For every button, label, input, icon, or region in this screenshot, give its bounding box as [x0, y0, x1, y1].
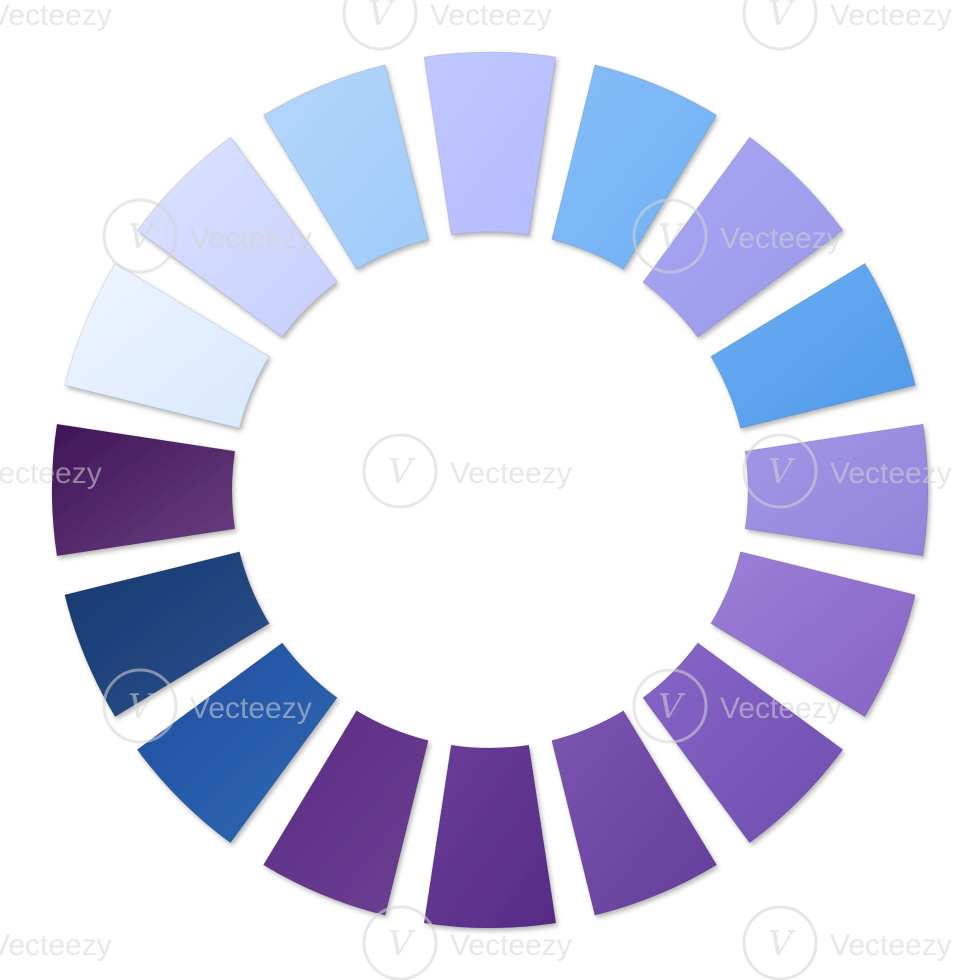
watermark-text: Vecteezy: [430, 0, 552, 32]
watermark-4: V Vecteezy: [102, 198, 312, 274]
color-segment-15: [136, 136, 338, 338]
watermark-2: V Vecteezy: [342, 0, 552, 51]
watermark-logo-icon: [102, 198, 178, 274]
color-segment-13: [51, 423, 236, 557]
watermark-8: V Vecteezy: [742, 433, 952, 509]
watermark-logo-icon: [362, 433, 438, 509]
watermark-logo-glyph: V: [658, 687, 686, 727]
color-wheel: [51, 51, 929, 929]
watermark-10: V Vecteezy: [632, 668, 842, 744]
watermark-12: V Vecteezy: [362, 905, 572, 980]
color-segment-5: [744, 423, 929, 557]
watermark-text: Vecteezy: [450, 929, 572, 962]
watermark-text: Vecteezy: [190, 692, 312, 725]
color-segment-16: [262, 64, 429, 270]
watermark-logo-glyph: V: [368, 0, 396, 34]
color-segment-10: [262, 710, 429, 916]
watermark-text: Vecteezy: [450, 457, 572, 490]
color-segment-1: [423, 51, 557, 236]
watermark-logo-icon: [362, 905, 438, 980]
watermark-logo-glyph: V: [388, 452, 416, 492]
color-segment-8: [551, 710, 718, 916]
watermark-logo-icon: [742, 0, 818, 51]
watermark-logo-glyph: V: [768, 924, 796, 964]
watermark-5: V Vecteezy: [632, 198, 842, 274]
watermark-9: V Vecteezy: [102, 668, 312, 744]
watermark-text: Vecteezy: [0, 0, 112, 32]
watermark-logo-glyph: V: [768, 452, 796, 492]
color-segment-6: [710, 551, 916, 718]
watermark-logo-glyph: V: [658, 217, 686, 257]
watermark-text: Vecteezy: [830, 0, 952, 32]
watermark-text: Vecteezy: [720, 692, 842, 725]
watermark-text: Vecteezy: [0, 929, 112, 962]
watermark-logo-glyph: V: [128, 687, 156, 727]
watermark-logo-glyph: V: [128, 217, 156, 257]
color-segment-7: [642, 642, 844, 844]
watermark-logo-glyph: V: [388, 924, 416, 964]
watermark-logo-icon: [632, 198, 708, 274]
color-segment-12: [64, 551, 270, 718]
watermark-13: V Vecteezy: [742, 905, 952, 980]
watermark-logo-icon: [102, 668, 178, 744]
color-segment-11: [136, 642, 338, 844]
watermark-logo-glyph: V: [768, 0, 796, 34]
watermark-text: Vecteezy: [0, 457, 102, 490]
watermark-logo-icon: [632, 668, 708, 744]
watermark-text: Vecteezy: [830, 457, 952, 490]
color-segment-9: [423, 744, 557, 929]
color-segment-2: [551, 64, 718, 270]
watermark-3: V Vecteezy: [742, 0, 952, 51]
watermark-text: Vecteezy: [830, 929, 952, 962]
watermark-logo-icon: [342, 0, 418, 51]
watermark-text: Vecteezy: [190, 222, 312, 255]
watermark-text: Vecteezy: [720, 222, 842, 255]
color-segment-3: [642, 136, 844, 338]
watermark-logo-icon: [742, 433, 818, 509]
watermark-logo-icon: [742, 905, 818, 980]
color-segment-4: [710, 262, 916, 429]
watermark-layer: V Vecteezy V Vecteezy V Vecteezy V Vecteezy V Vec…: [0, 0, 952, 980]
watermark-7: V Vecteezy: [362, 433, 572, 509]
